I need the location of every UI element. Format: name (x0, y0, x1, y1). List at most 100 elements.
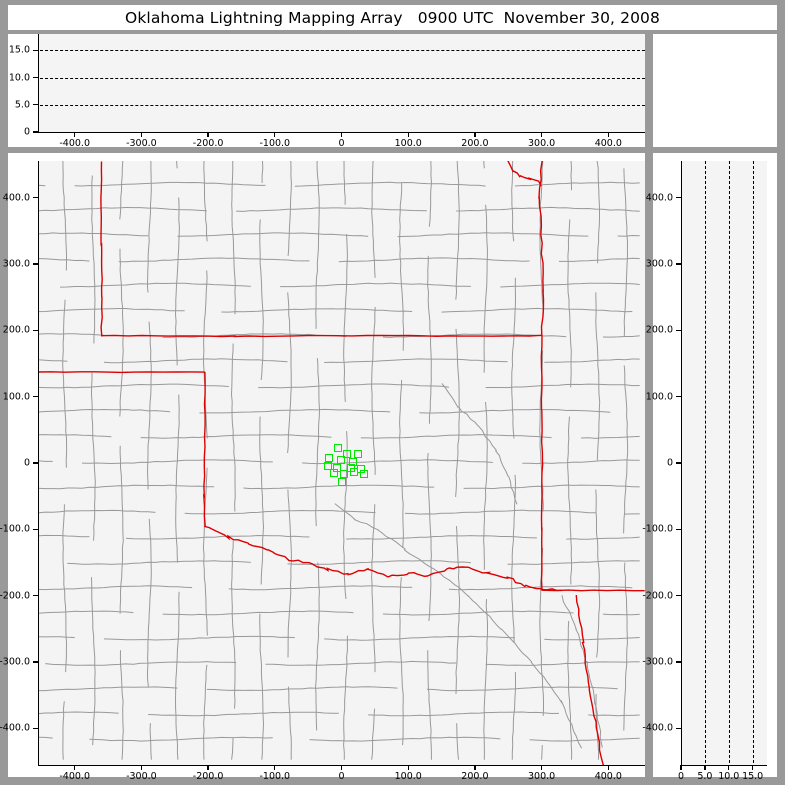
lightning-source-marker (334, 444, 343, 453)
right-panel-y-tickmark (676, 595, 682, 597)
right-panel-x-tick-label: 10.0 (718, 771, 740, 782)
county-boundary-horizontal (59, 282, 640, 288)
lightning-source-marker (353, 450, 362, 459)
right-panel-x-tick-label: 0 (677, 771, 685, 782)
county-boundary-vertical (316, 161, 320, 760)
map-panel-x-tick-label: 100.0 (394, 771, 422, 782)
county-boundary-horizontal (38, 307, 633, 313)
right-panel-y-tick-label: -400.0 (642, 722, 673, 734)
state-border-red-river (204, 525, 562, 592)
county-and-state-boundaries (38, 161, 645, 765)
page-title: Oklahoma Lightning Mapping Array 0900 UT… (125, 8, 660, 27)
county-boundary-horizontal (38, 383, 640, 389)
county-boundary-vertical (146, 161, 152, 760)
state-border-arkansas (540, 335, 544, 591)
lightning-source-marker (342, 449, 351, 458)
state-border-north-notch (507, 161, 542, 187)
map-panel-y-tick-label: -300.0 (0, 656, 30, 668)
county-boundary-vertical (202, 161, 208, 760)
map-panel-y-tickmark (33, 661, 39, 663)
lightning-source-marker (325, 453, 334, 462)
right-panel-y-tick-label: 400.0 (645, 192, 673, 203)
county-boundary-horizontal (38, 585, 633, 591)
right-panel-y-tick-label: 0 (666, 457, 673, 469)
right-panel-y-tick-label: 200.0 (645, 324, 673, 336)
county-boundary-vertical (119, 161, 124, 760)
map-panel-x-tickmark (607, 765, 609, 770)
map-panel-y-tickmark (33, 395, 39, 398)
right-panel-x-tick-label: 5.0 (697, 771, 713, 782)
right-panel-gridline (704, 161, 706, 763)
map-panel-x-tick-label: -300.0 (126, 771, 157, 782)
county-boundary-vertical (371, 161, 376, 760)
map-panel-x-tick-label: -100.0 (259, 771, 291, 782)
lightning-source-marker (330, 468, 339, 477)
top-panel-x-tickmark (607, 132, 609, 137)
county-boundary-vertical (455, 161, 461, 760)
top-panel-x-tickmark (73, 132, 76, 137)
lightning-source-marker (349, 468, 358, 477)
county-boundary-vertical (62, 161, 68, 760)
lightning-source-marker (360, 470, 369, 479)
lightning-source-marker (348, 457, 357, 466)
right-panel-y-tickmark (676, 727, 682, 730)
top-panel-y-tickmark (33, 49, 39, 52)
right-panel-y-tick-label: -200.0 (642, 590, 673, 602)
altitude-histogram-panel[interactable] (653, 34, 777, 147)
right-panel-y-tickmark (676, 263, 682, 265)
top-panel-x-tick-label: -300.0 (126, 138, 157, 149)
county-boundary-vertical (567, 161, 573, 760)
map-panel-y-tickmark (33, 329, 39, 331)
top-panel-x-tickmark (407, 132, 409, 137)
county-boundary-vertical (511, 161, 517, 760)
title-bar: Oklahoma Lightning Mapping Array 0900 UT… (8, 5, 777, 30)
right-panel-y-tickmark (676, 528, 682, 531)
plan-view-map-plot[interactable] (38, 161, 645, 765)
map-panel-x-tickmark (73, 765, 76, 770)
altitude-vs-east-west-plot[interactable] (38, 34, 645, 132)
map-panel-x-tickmark (340, 765, 343, 770)
top-panel-sources-layer (38, 34, 645, 132)
right-panel-y-tick-label: 300.0 (645, 258, 673, 270)
top-panel-x-tickmark (340, 132, 343, 137)
state-border-south-east (541, 589, 645, 592)
county-boundary-horizontal (38, 409, 640, 413)
map-panel-y-tick-label: 400.0 (2, 192, 30, 203)
right-panel-y-tick-label: -300.0 (642, 656, 673, 668)
state-border-missouri (538, 161, 545, 336)
lightning-source-marker (324, 461, 333, 470)
map-panel-x-tickmark (474, 765, 476, 770)
map-panel-y-tick-label: 300.0 (2, 258, 30, 270)
state-border-texas-east (202, 371, 206, 527)
county-boundary-vertical (174, 161, 180, 760)
county-boundary-vertical (287, 161, 292, 760)
altitude-vs-north-south-plot[interactable] (681, 161, 767, 765)
state-border-louisiana (575, 594, 605, 765)
county-boundary-horizontal (38, 534, 640, 540)
map-panel-x-tick-label: -200.0 (192, 771, 224, 782)
top-panel-x-tickmark (140, 132, 143, 137)
county-boundary-horizontal (38, 686, 618, 692)
right-panel-x-axis (681, 765, 767, 767)
county-boundary-horizontal (45, 660, 640, 666)
map-panel-x-tick-label: -400.0 (59, 771, 90, 782)
map-panel-y-tick-label: 100.0 (2, 391, 30, 403)
lightning-source-marker (336, 456, 345, 465)
top-panel-y-tick-label: 15.0 (8, 44, 30, 56)
right-panel-x-tickmark (680, 765, 682, 770)
right-panel-y-tick-label: -100.0 (642, 523, 673, 535)
state-border-panhandle-south (38, 371, 205, 374)
map-panel-y-tick-label: 200.0 (2, 324, 30, 336)
right-panel-x-tickmark (751, 765, 754, 770)
county-boundary-horizontal (38, 358, 640, 364)
top-panel-gridline (40, 104, 645, 106)
right-panel-gridline (728, 161, 730, 763)
county-boundary-horizontal (38, 459, 640, 465)
top-panel-x-tick-label: 300.0 (528, 138, 556, 149)
river-course (441, 383, 518, 505)
county-boundary-horizontal (38, 635, 640, 641)
top-panel-x-tick-label: -200.0 (192, 138, 224, 149)
right-panel-x-tick-label: 15.0 (742, 771, 764, 782)
map-panel-y-tickmark (33, 595, 39, 597)
